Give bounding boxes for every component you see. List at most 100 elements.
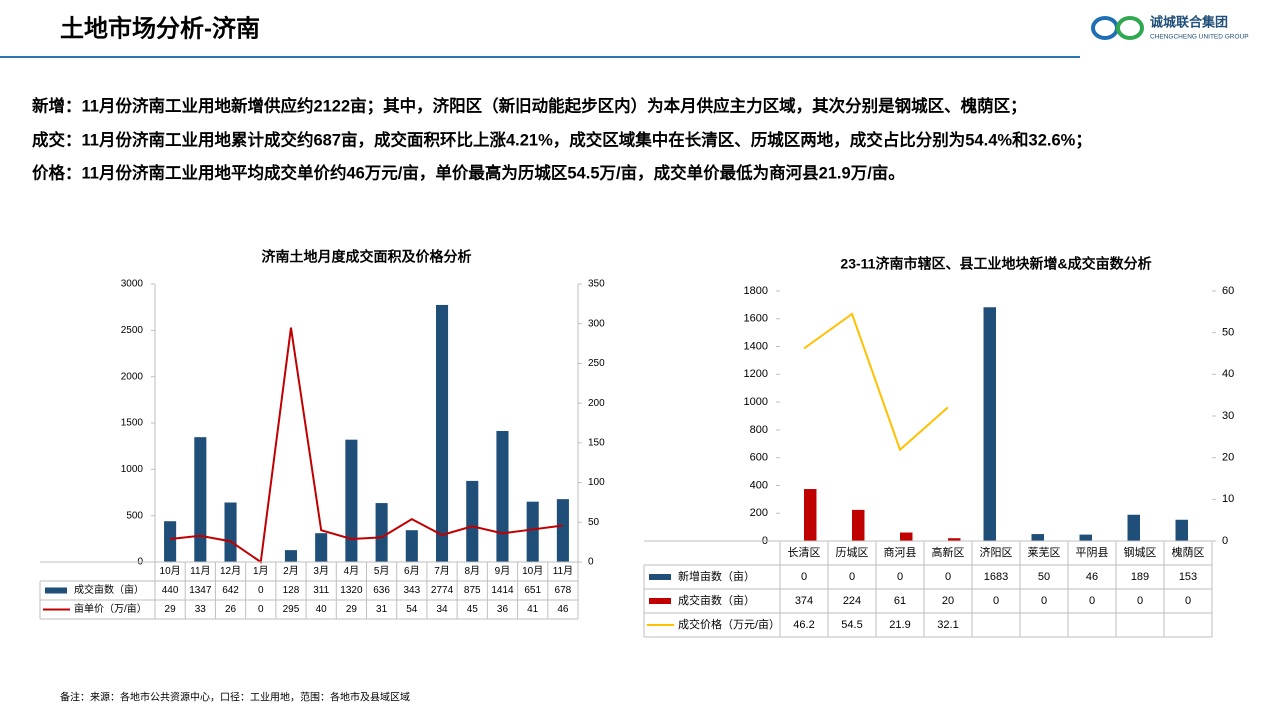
bar xyxy=(1127,514,1140,541)
footnote: 备注：来源：各地市公共资源中心，口径：工业用地，范围：各地市及县域区域 xyxy=(60,691,410,704)
x-tick-label: 12月 xyxy=(220,565,241,577)
table-value: 0 xyxy=(801,571,807,583)
logo-ring xyxy=(1091,16,1119,40)
chart-title: 23-11济南市辖区、县工业地块新增&成交亩数分析 xyxy=(840,256,1151,272)
y-tick-label: 200 xyxy=(750,507,768,519)
bar xyxy=(405,530,418,562)
bar xyxy=(1079,534,1092,541)
bar xyxy=(375,503,388,562)
table-value: 0 xyxy=(993,595,999,607)
y2-tick-label: 20 xyxy=(1222,452,1234,464)
table-value: 34 xyxy=(436,604,448,615)
x-tick-label: 历城区 xyxy=(836,546,869,559)
x-tick-label: 3月 xyxy=(313,565,329,577)
table-value: 20 xyxy=(942,595,954,607)
table-value: 0 xyxy=(258,585,264,596)
table-value: 46 xyxy=(1086,571,1098,583)
x-tick-label: 4月 xyxy=(344,565,360,577)
table-value: 440 xyxy=(162,585,179,596)
x-tick-label: 莱芜区 xyxy=(1028,545,1061,559)
line-series xyxy=(803,312,949,452)
legend-swatch xyxy=(45,587,67,594)
legend-label: 成交亩数（亩） xyxy=(74,583,144,596)
x-tick-label: 7月 xyxy=(434,565,450,577)
legend-label: 成交亩数（亩） xyxy=(678,593,755,607)
table-value: 29 xyxy=(165,604,177,615)
bar xyxy=(466,480,479,562)
y2-tick-label: 100 xyxy=(588,477,605,488)
logo-ring xyxy=(1116,16,1144,40)
y2-tick-label: 40 xyxy=(1222,368,1234,380)
bar xyxy=(804,489,817,541)
bar xyxy=(435,304,449,562)
bar xyxy=(164,521,177,562)
logo-sub: CHENGCHENG UNITED GROUP xyxy=(1150,34,1249,41)
bar xyxy=(224,502,237,562)
table-value: 636 xyxy=(373,585,390,596)
x-tick-label: 8月 xyxy=(464,565,480,577)
table-value: 21.9 xyxy=(889,619,910,631)
x-tick-label: 11月 xyxy=(190,565,210,577)
table-value: 1320 xyxy=(340,585,363,596)
y2-tick-label: 0 xyxy=(1222,535,1228,547)
table-value: 31 xyxy=(376,604,388,615)
table-value: 33 xyxy=(195,604,207,615)
y2-tick-label: 300 xyxy=(588,318,605,329)
table-value: 46.2 xyxy=(793,619,814,631)
bar xyxy=(194,437,207,562)
table-value: 153 xyxy=(1179,571,1197,583)
y-tick-label: 3000 xyxy=(121,279,144,290)
bar xyxy=(948,538,961,541)
table-value: 0 xyxy=(1041,595,1047,607)
table-value: 36 xyxy=(497,604,509,615)
bar xyxy=(1031,534,1044,541)
x-tick-label: 平阴县 xyxy=(1076,546,1109,559)
table-value: 0 xyxy=(897,571,903,583)
legend-label: 亩单价（万/亩） xyxy=(74,602,147,615)
bar xyxy=(345,439,358,562)
table-value: 54.5 xyxy=(841,619,862,631)
legend-label: 成交价格（万元/亩） xyxy=(678,617,780,631)
bar xyxy=(284,550,298,562)
x-tick-label: 济阳区 xyxy=(980,545,1013,559)
paragraph: 价格：11月份济南工业用地平均成交单价约46万元/亩，单价最高为历城区54.5万… xyxy=(32,162,905,182)
y2-tick-label: 50 xyxy=(588,517,600,528)
table-value: 0 xyxy=(849,571,855,583)
table-value: 29 xyxy=(346,604,358,615)
table-value: 0 xyxy=(1089,595,1095,607)
x-tick-label: 槐荫区 xyxy=(1172,545,1205,559)
table-value: 0 xyxy=(945,571,951,583)
y2-tick-label: 10 xyxy=(1222,493,1234,505)
line-series xyxy=(170,327,564,564)
y2-tick-label: 30 xyxy=(1222,410,1234,422)
table-value: 651 xyxy=(524,585,541,596)
y2-tick-label: 250 xyxy=(588,358,605,369)
y-tick-label: 2500 xyxy=(121,325,144,336)
table-value: 0 xyxy=(1185,595,1191,607)
table-value: 678 xyxy=(555,585,572,596)
table-value: 642 xyxy=(222,585,239,596)
bar xyxy=(983,307,996,541)
table-value: 1347 xyxy=(189,585,212,596)
table-value: 189 xyxy=(1131,571,1149,583)
x-tick-label: 5月 xyxy=(374,565,390,577)
x-tick-label: 2月 xyxy=(283,565,299,577)
y2-tick-label: 350 xyxy=(588,279,605,290)
legend-swatch xyxy=(649,574,671,580)
table-value: 26 xyxy=(225,604,237,615)
table-value: 61 xyxy=(894,595,906,607)
x-tick-label: 商河县 xyxy=(884,545,917,559)
table-value: 1414 xyxy=(491,585,514,596)
x-tick-label: 长清区 xyxy=(788,546,821,559)
x-tick-label: 9月 xyxy=(495,565,511,577)
x-tick-label: 高新区 xyxy=(932,545,965,559)
table-value: 224 xyxy=(843,595,861,607)
legend-swatch xyxy=(649,598,671,604)
y-tick-label: 600 xyxy=(750,452,768,464)
x-tick-label: 钢城区 xyxy=(1124,546,1157,559)
table-value: 128 xyxy=(283,585,300,596)
x-tick-label: 10月 xyxy=(160,565,181,577)
table-value: 32.1 xyxy=(937,619,958,631)
table-value: 0 xyxy=(258,604,264,615)
y-tick-label: 1200 xyxy=(744,368,768,380)
